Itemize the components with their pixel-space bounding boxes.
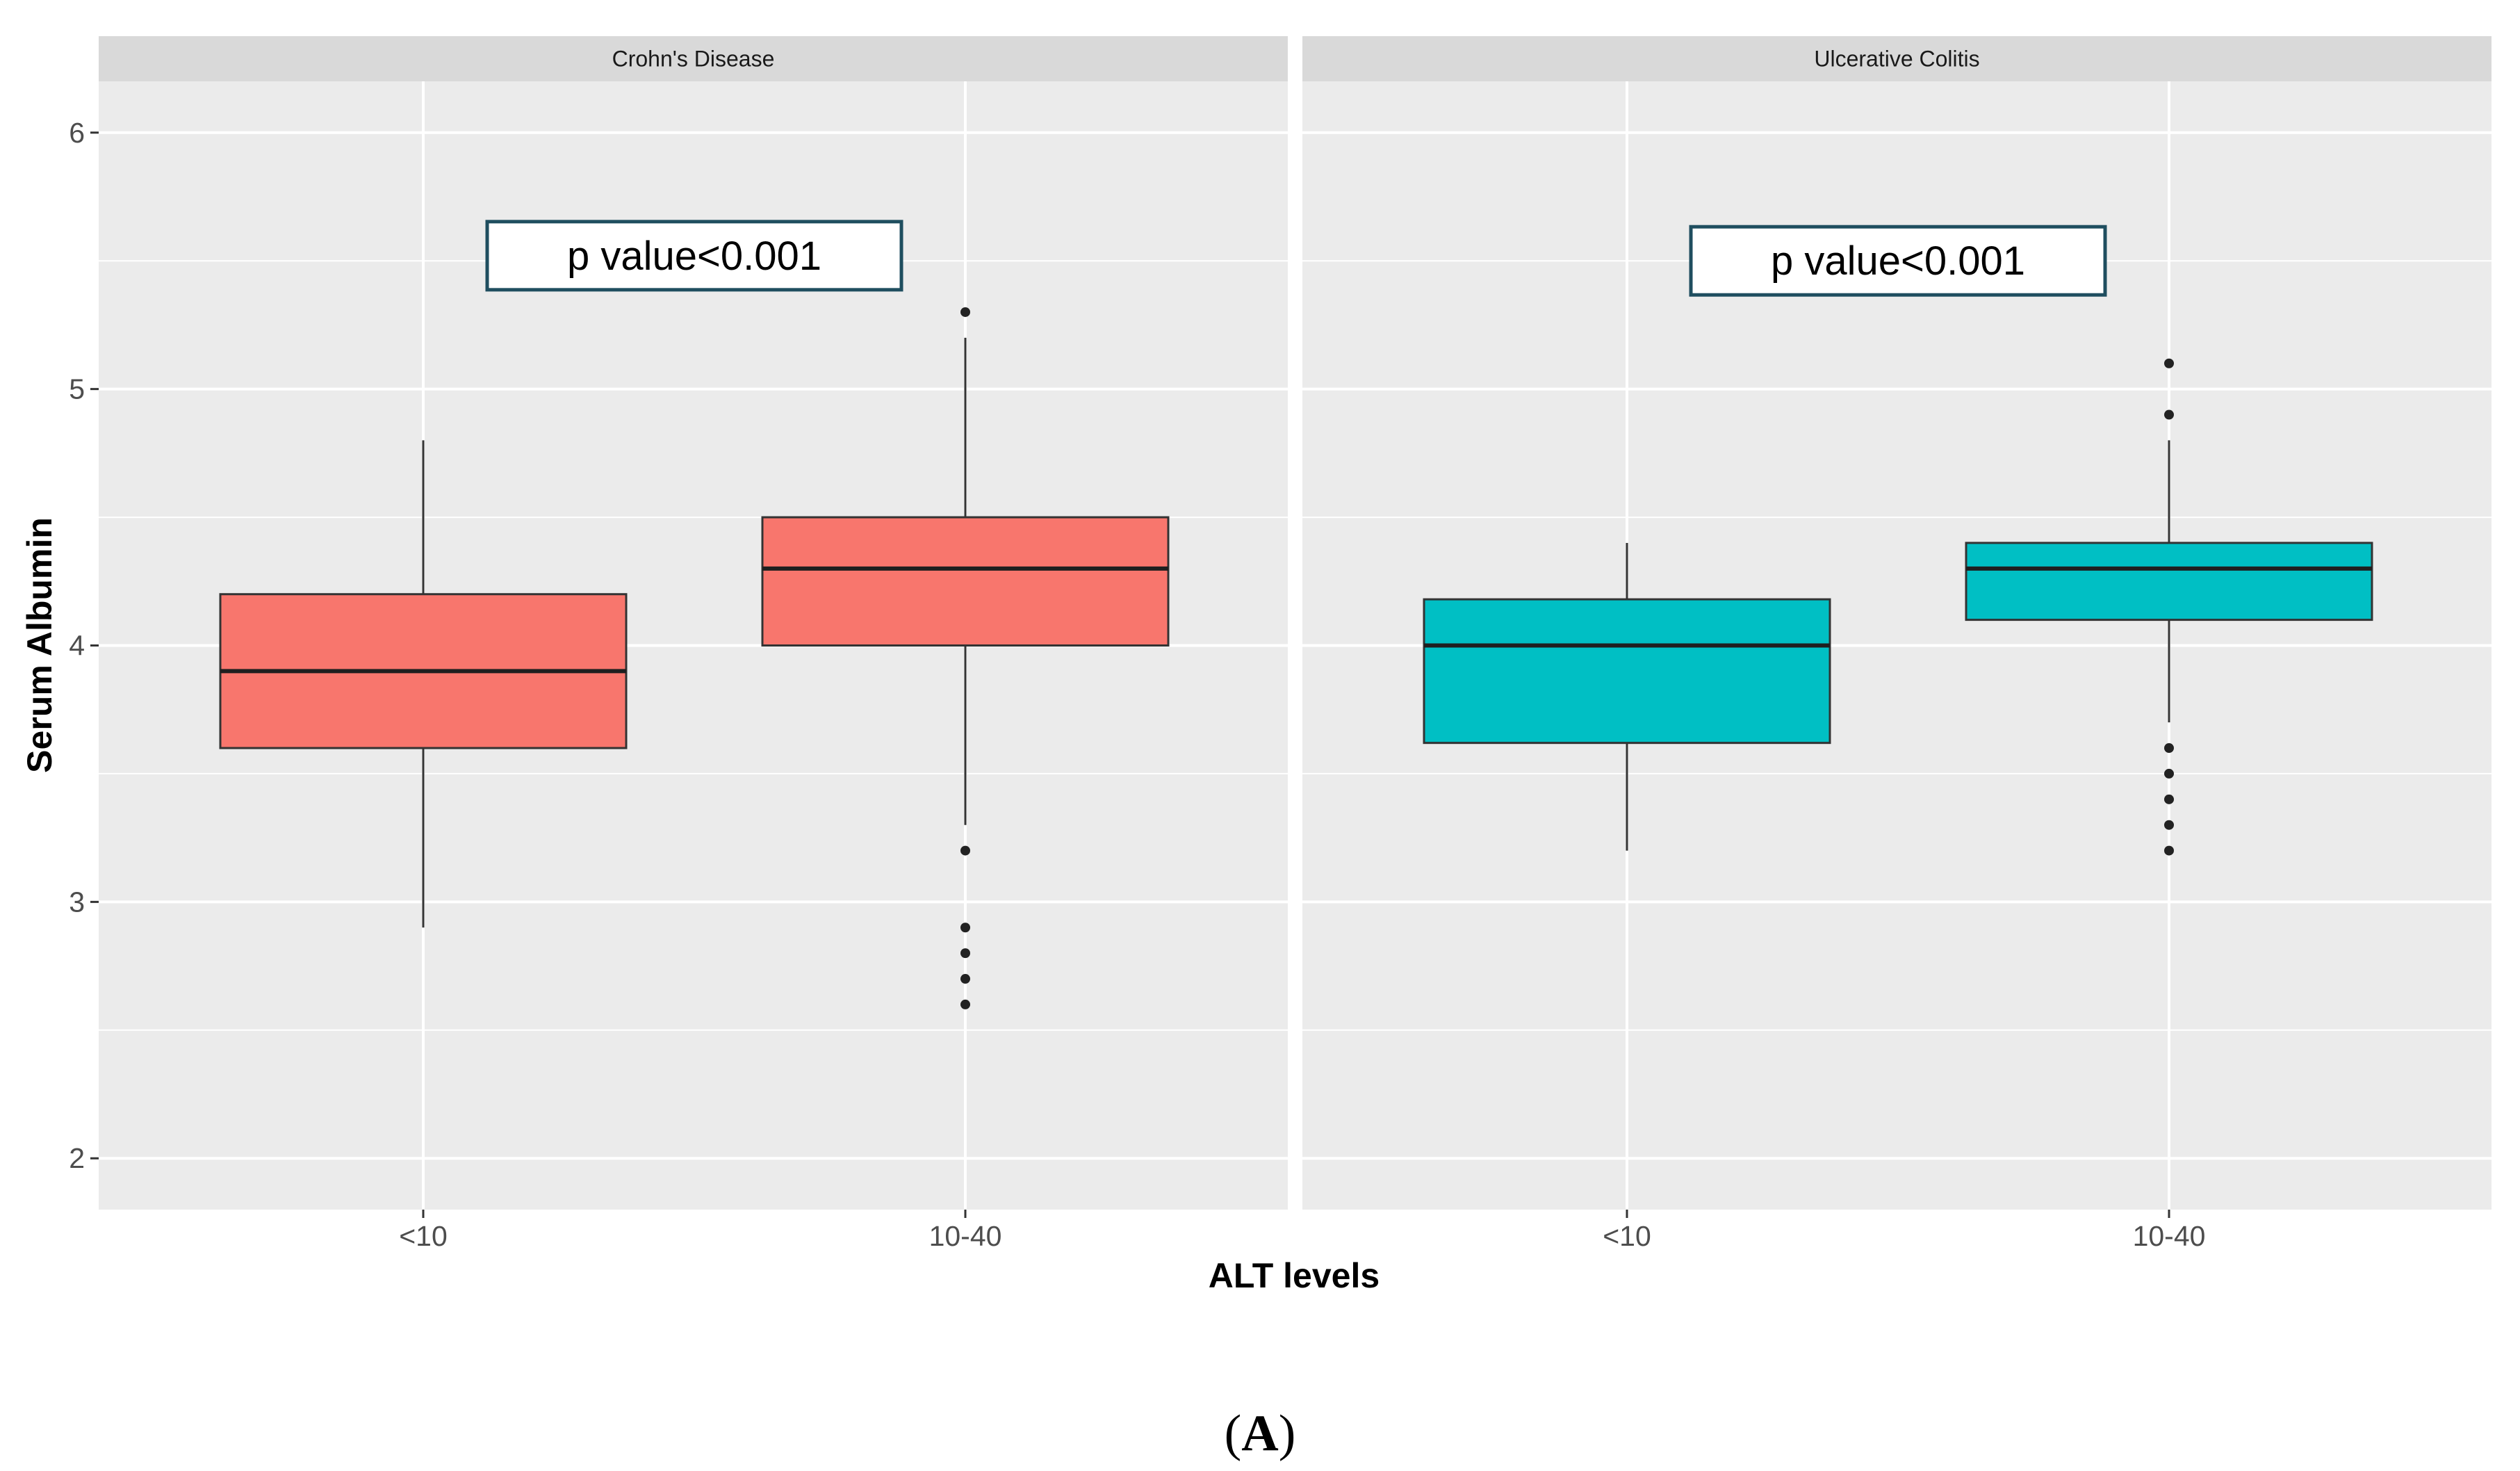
outlier-point [960,948,970,959]
facet-strip-label: Ulcerative Colitis [1814,47,1979,72]
pvalue-box [1689,225,2107,297]
facet-strip [1302,36,2492,81]
x-tick-label: 10-40 [929,1220,1002,1252]
outlier-point [960,923,970,933]
y-axis: 2 3 4 5 6 [69,117,99,1174]
box-1-0 [1423,542,1831,851]
panel-0: Crohn's Disease p value<0.001 <10 10-40 [99,36,1288,1252]
box-0-1 [761,307,1170,1009]
outlier-point [2164,794,2174,804]
outlier-point [2164,845,2174,856]
outlier-point [2164,358,2174,368]
y-axis-title: Serum Albumin [20,517,59,773]
panel-1: Ulcerative Colitis p value<0.001 <10 10-40 [1302,36,2492,1252]
facet-strip [99,36,1288,81]
x-axis-title: ALT levels [1209,1256,1380,1295]
outlier-point [2164,743,2174,754]
y-tick-label: 4 [69,630,85,662]
caption-open-paren: ( [1225,1405,1242,1462]
box-body [1965,542,2373,621]
caption-close-paren: ) [1279,1405,1296,1462]
outlier-point [2164,409,2174,420]
pvalue-box [485,220,903,292]
outlier-point [2164,768,2174,779]
box-1-1 [1965,358,2373,856]
box-body [1423,598,1831,745]
pvalue-label: p value<0.001 [567,234,821,279]
y-tick-label: 5 [69,373,85,405]
pvalue-label: p value<0.001 [1771,238,2025,284]
facet-strip-label: Crohn's Disease [612,47,775,72]
caption-letter: A [1241,1405,1278,1462]
y-tick-label: 6 [69,117,85,149]
x-tick-label: 10-40 [2133,1220,2206,1252]
outlier-point [960,999,970,1009]
box-0-0 [219,440,628,928]
y-tick-label: 3 [69,886,85,918]
outlier-point [960,307,970,317]
x-tick-label: <10 [1603,1220,1651,1252]
x-tick-label: <10 [399,1220,448,1252]
y-tick-label: 2 [69,1142,85,1174]
outlier-point [960,974,970,984]
box-body [761,516,1170,647]
figure-caption: (A) [1225,1405,1296,1462]
outlier-point [2164,820,2174,830]
outlier-point [960,845,970,856]
